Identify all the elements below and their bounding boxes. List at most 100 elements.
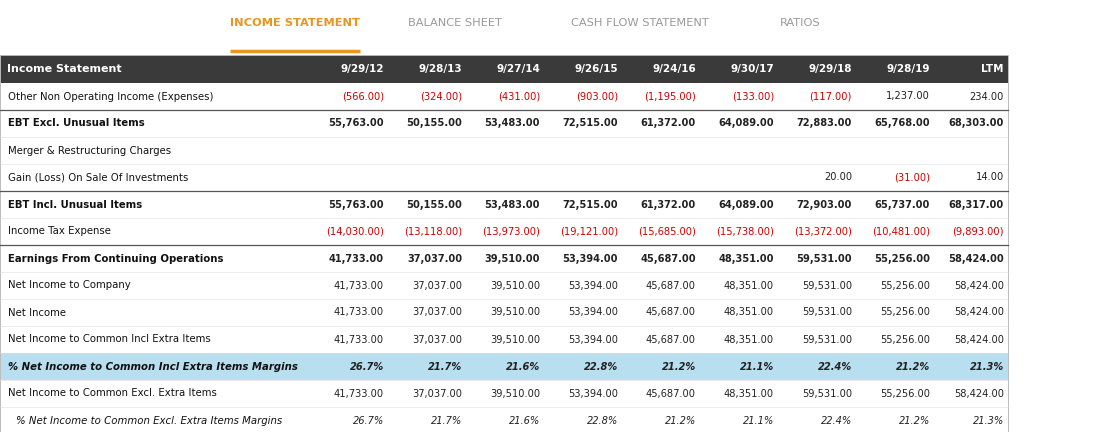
Text: 26.7%: 26.7%: [353, 416, 383, 426]
Text: (1,195.00): (1,195.00): [644, 92, 697, 102]
Text: % Net Income to Common Incl Extra Items Margins: % Net Income to Common Incl Extra Items …: [8, 362, 297, 372]
Text: 22.4%: 22.4%: [821, 416, 852, 426]
Text: 58,424.00: 58,424.00: [954, 308, 1004, 318]
Text: 234.00: 234.00: [969, 92, 1004, 102]
Text: 22.4%: 22.4%: [817, 362, 852, 372]
Bar: [0, 55, 1008, 432]
Text: 55,256.00: 55,256.00: [880, 334, 930, 344]
Text: 21.6%: 21.6%: [505, 362, 540, 372]
Text: 59,531.00: 59,531.00: [796, 254, 852, 264]
Text: 22.8%: 22.8%: [584, 362, 618, 372]
Text: 59,531.00: 59,531.00: [802, 334, 852, 344]
Text: 1,237.00: 1,237.00: [887, 92, 930, 102]
Text: 64,089.00: 64,089.00: [719, 200, 774, 210]
Text: (15,738.00): (15,738.00): [717, 226, 774, 236]
Text: Net Income to Common Incl Extra Items: Net Income to Common Incl Extra Items: [8, 334, 211, 344]
Text: 39,510.00: 39,510.00: [484, 254, 540, 264]
Text: 68,303.00: 68,303.00: [949, 118, 1004, 128]
Text: 53,394.00: 53,394.00: [562, 254, 618, 264]
Text: 68,317.00: 68,317.00: [949, 200, 1004, 210]
Text: 64,089.00: 64,089.00: [719, 118, 774, 128]
Text: 37,037.00: 37,037.00: [413, 334, 462, 344]
Text: 21.2%: 21.2%: [665, 416, 697, 426]
Text: 21.3%: 21.3%: [973, 416, 1004, 426]
Text: 59,531.00: 59,531.00: [802, 280, 852, 290]
Text: 45,687.00: 45,687.00: [646, 388, 697, 398]
Text: 9/29/18: 9/29/18: [808, 64, 852, 74]
Text: 41,733.00: 41,733.00: [334, 308, 383, 318]
Text: 55,256.00: 55,256.00: [880, 388, 930, 398]
Text: 72,515.00: 72,515.00: [562, 200, 618, 210]
Text: 58,424.00: 58,424.00: [954, 388, 1004, 398]
Text: 48,351.00: 48,351.00: [723, 334, 774, 344]
Text: 9/26/15: 9/26/15: [575, 64, 618, 74]
Text: Net Income: Net Income: [8, 308, 66, 318]
Text: 21.2%: 21.2%: [899, 416, 930, 426]
Text: Gain (Loss) On Sale Of Investments: Gain (Loss) On Sale Of Investments: [8, 172, 188, 182]
Text: 21.2%: 21.2%: [896, 362, 930, 372]
Text: INCOME STATEMENT: INCOME STATEMENT: [230, 18, 360, 28]
Text: 65,768.00: 65,768.00: [874, 118, 930, 128]
Text: 48,351.00: 48,351.00: [723, 308, 774, 318]
Text: Net Income to Common Excl. Extra Items: Net Income to Common Excl. Extra Items: [8, 388, 217, 398]
Text: 9/28/19: 9/28/19: [887, 64, 930, 74]
Text: 55,256.00: 55,256.00: [880, 308, 930, 318]
Text: 9/27/14: 9/27/14: [496, 64, 540, 74]
Text: 41,733.00: 41,733.00: [334, 388, 383, 398]
Text: 39,510.00: 39,510.00: [490, 388, 540, 398]
Text: BALANCE SHEET: BALANCE SHEET: [408, 18, 502, 28]
Text: (133.00): (133.00): [732, 92, 774, 102]
Text: 41,733.00: 41,733.00: [334, 334, 383, 344]
Text: 14.00: 14.00: [976, 172, 1004, 182]
Text: 65,737.00: 65,737.00: [874, 200, 930, 210]
Text: 37,037.00: 37,037.00: [407, 254, 462, 264]
Text: 21.7%: 21.7%: [428, 362, 462, 372]
Text: 72,515.00: 72,515.00: [562, 118, 618, 128]
Text: 59,531.00: 59,531.00: [802, 308, 852, 318]
Text: 55,763.00: 55,763.00: [329, 118, 383, 128]
Text: 50,155.00: 50,155.00: [406, 200, 462, 210]
Text: (13,973.00): (13,973.00): [482, 226, 540, 236]
Text: 45,687.00: 45,687.00: [646, 334, 697, 344]
Text: 53,394.00: 53,394.00: [568, 388, 618, 398]
Text: 26.7%: 26.7%: [350, 362, 383, 372]
Text: (14,030.00): (14,030.00): [326, 226, 383, 236]
Text: 22.8%: 22.8%: [587, 416, 618, 426]
Text: 48,351.00: 48,351.00: [719, 254, 774, 264]
Text: 72,903.00: 72,903.00: [797, 200, 852, 210]
Text: (13,118.00): (13,118.00): [404, 226, 462, 236]
Text: 41,733.00: 41,733.00: [334, 280, 383, 290]
Text: 21.7%: 21.7%: [430, 416, 462, 426]
Text: 39,510.00: 39,510.00: [490, 334, 540, 344]
Text: 59,531.00: 59,531.00: [802, 388, 852, 398]
Text: 61,372.00: 61,372.00: [641, 200, 697, 210]
Text: 45,687.00: 45,687.00: [646, 280, 697, 290]
Text: (566.00): (566.00): [342, 92, 383, 102]
Text: RATIOS: RATIOS: [779, 18, 821, 28]
Text: 9/30/17: 9/30/17: [730, 64, 774, 74]
Text: 41,733.00: 41,733.00: [329, 254, 383, 264]
Text: Merger & Restructuring Charges: Merger & Restructuring Charges: [8, 146, 171, 156]
Text: (117.00): (117.00): [809, 92, 852, 102]
Text: (10,481.00): (10,481.00): [872, 226, 930, 236]
Text: 53,394.00: 53,394.00: [568, 308, 618, 318]
Text: 39,510.00: 39,510.00: [490, 280, 540, 290]
Text: 9/28/13: 9/28/13: [418, 64, 462, 74]
Bar: [0, 353, 1008, 380]
Text: 45,687.00: 45,687.00: [641, 254, 697, 264]
Text: LTM: LTM: [982, 64, 1004, 74]
Text: (15,685.00): (15,685.00): [638, 226, 697, 236]
Text: 45,687.00: 45,687.00: [646, 308, 697, 318]
Text: 58,424.00: 58,424.00: [954, 334, 1004, 344]
Text: 58,424.00: 58,424.00: [948, 254, 1004, 264]
Text: 55,256.00: 55,256.00: [874, 254, 930, 264]
Text: EBT Incl. Unusual Items: EBT Incl. Unusual Items: [8, 200, 142, 210]
Text: 39,510.00: 39,510.00: [490, 308, 540, 318]
Text: 53,483.00: 53,483.00: [484, 118, 540, 128]
Text: 21.1%: 21.1%: [740, 362, 774, 372]
Text: 21.1%: 21.1%: [742, 416, 774, 426]
Text: 53,394.00: 53,394.00: [568, 280, 618, 290]
Text: EBT Excl. Unusual Items: EBT Excl. Unusual Items: [8, 118, 144, 128]
Text: 55,256.00: 55,256.00: [880, 280, 930, 290]
Text: 53,394.00: 53,394.00: [568, 334, 618, 344]
